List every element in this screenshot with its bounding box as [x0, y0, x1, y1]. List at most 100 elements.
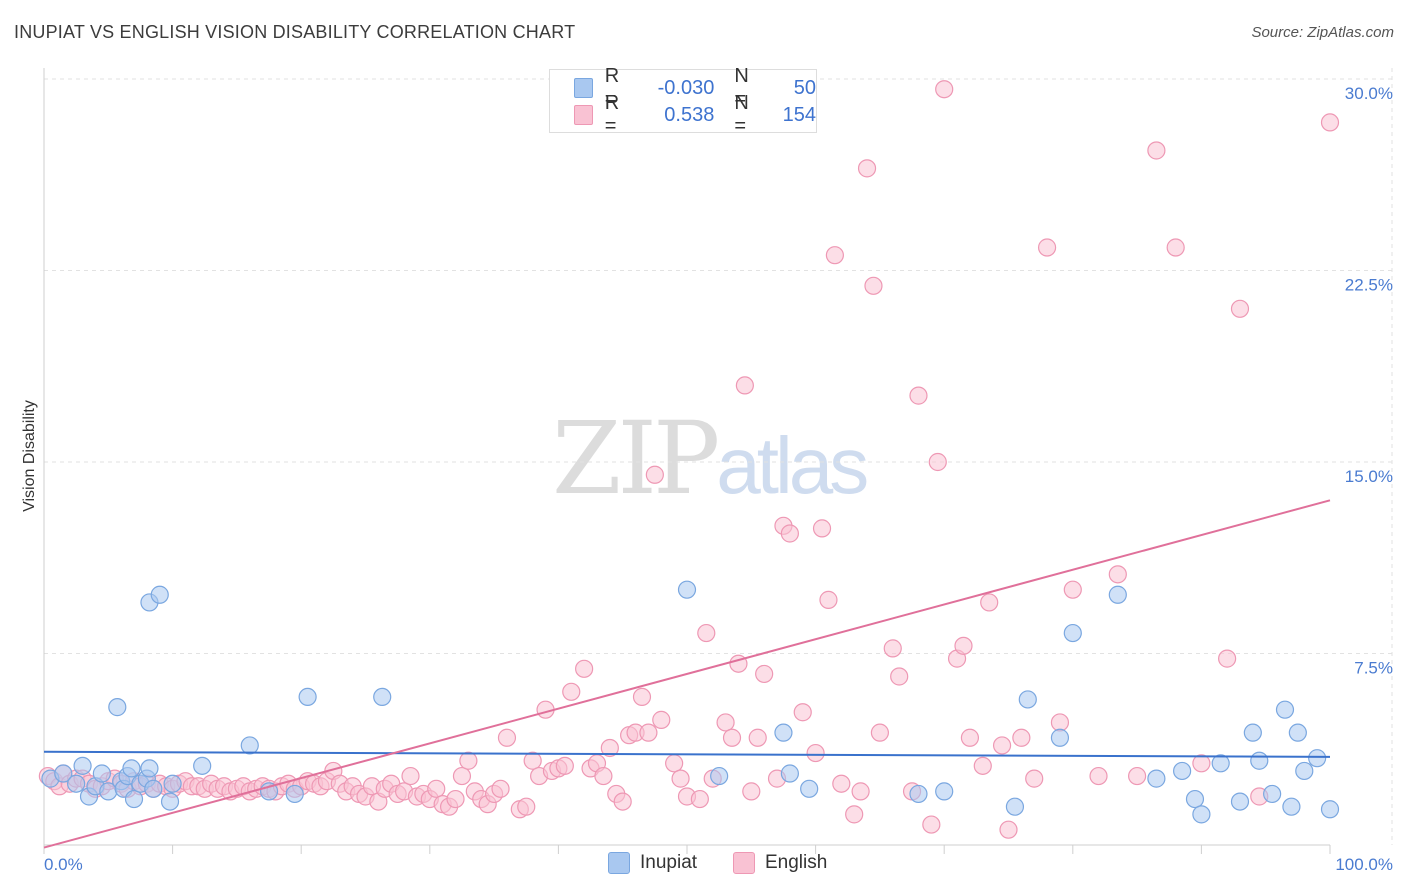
legend-swatch-english: [574, 105, 593, 125]
point-english: [600, 738, 619, 758]
y-tick-label: 22.5%: [1345, 276, 1393, 295]
bottom-legend-label-inupiat: Inupiat: [640, 852, 698, 873]
point-inupiat: [298, 687, 317, 707]
point-english: [935, 80, 954, 99]
point-english: [819, 590, 838, 609]
y-axis-label: Vision Disability: [21, 400, 38, 512]
point-inupiat: [1308, 749, 1327, 768]
point-english: [1037, 238, 1057, 257]
point-english: [845, 805, 864, 824]
point-inupiat: [67, 774, 86, 793]
point-inupiat: [1282, 797, 1301, 816]
point-english: [1108, 565, 1127, 584]
point-english: [825, 246, 844, 265]
point-english: [1025, 769, 1044, 788]
point-english: [517, 797, 536, 816]
point-inupiat: [909, 784, 928, 804]
point-english: [722, 728, 742, 747]
point-english: [491, 779, 510, 798]
legend-n-label: N =: [734, 65, 749, 110]
point-inupiat: [935, 782, 954, 801]
point-english: [909, 386, 928, 405]
bottom-legend-inupiat: Inupiat: [608, 852, 697, 874]
point-english: [1166, 238, 1185, 257]
point-english: [960, 728, 980, 747]
point-inupiat: [1005, 797, 1025, 816]
point-inupiat: [1211, 754, 1230, 773]
y-tick-label: 7.5%: [1354, 659, 1393, 678]
bottom-legend-swatch-inupiat: [608, 852, 630, 874]
watermark-zip: ZIP: [552, 400, 720, 517]
point-english: [1320, 113, 1340, 132]
point-english: [459, 751, 478, 770]
x-tick-label: 0.0%: [44, 855, 83, 874]
point-english: [890, 667, 909, 686]
point-inupiat: [1147, 769, 1166, 788]
point-english: [812, 519, 832, 538]
point-inupiat: [1108, 585, 1127, 604]
legend: R = -0.030 N = 50 R = 0.538 N = 154: [549, 65, 817, 137]
point-inupiat: [73, 756, 92, 775]
point-english: [1127, 766, 1147, 786]
point-english: [401, 766, 420, 786]
point-inupiat: [108, 698, 127, 717]
point-english: [652, 710, 671, 729]
point-inupiat: [1275, 700, 1295, 719]
point-english: [1050, 713, 1070, 732]
legend-n-value: 50: [793, 76, 816, 99]
point-english: [832, 774, 851, 793]
legend-n-value: 154: [782, 103, 816, 126]
point-english: [748, 728, 767, 747]
trend-line-english: [43, 499, 1331, 849]
legend-row-inupiat: R = -0.030 N = 50: [574, 65, 816, 110]
point-inupiat: [163, 774, 182, 793]
point-english: [671, 769, 690, 788]
point-english: [427, 779, 446, 798]
legend-row-english: R = 0.538 N = 154: [574, 92, 816, 137]
point-inupiat: [285, 784, 304, 804]
point-inupiat: [1263, 784, 1282, 804]
point-english: [735, 376, 754, 395]
point-inupiat: [677, 580, 697, 599]
point-inupiat: [54, 764, 73, 783]
point-english: [857, 159, 877, 178]
point-inupiat: [373, 687, 392, 707]
legend-swatch-inupiat: [574, 78, 593, 98]
point-inupiat: [1173, 761, 1192, 781]
point-english: [992, 736, 1012, 755]
trend-line-inupiat: [43, 750, 1331, 758]
point-inupiat: [160, 792, 180, 811]
point-inupiat: [774, 723, 793, 742]
point-english: [1089, 766, 1108, 786]
watermark-atlas: atlas: [716, 421, 869, 510]
point-inupiat: [1018, 690, 1037, 709]
point-inupiat: [240, 736, 259, 755]
legend-r-label: R =: [604, 92, 620, 137]
point-inupiat: [1230, 792, 1250, 811]
point-english: [632, 687, 652, 707]
x-tick-label: 100.0%: [1335, 855, 1393, 874]
point-english: [523, 751, 542, 770]
point-inupiat: [1192, 805, 1211, 824]
point-english: [690, 789, 709, 809]
point-english: [594, 766, 613, 786]
point-inupiat: [122, 759, 141, 778]
point-inupiat: [124, 789, 144, 809]
y-tick-label: 30.0%: [1345, 84, 1393, 103]
bottom-legend-label-english: English: [765, 852, 828, 873]
point-inupiat: [193, 756, 212, 775]
point-english: [928, 452, 947, 472]
point-inupiat: [1063, 623, 1082, 643]
point-inupiat: [144, 779, 163, 798]
point-english: [793, 703, 812, 722]
legend-r-value: 0.538: [664, 103, 715, 126]
point-english: [575, 659, 594, 678]
chart-title: INUPIAT VS ENGLISH VISION DISABILITY COR…: [14, 22, 576, 42]
point-english: [1192, 754, 1211, 773]
point-english: [954, 636, 973, 655]
point-english: [980, 593, 999, 612]
point-inupiat: [1050, 728, 1070, 747]
point-inupiat: [1295, 761, 1314, 781]
watermark: ZIPatlas: [552, 400, 869, 517]
legend-r-label: R =: [604, 65, 620, 110]
